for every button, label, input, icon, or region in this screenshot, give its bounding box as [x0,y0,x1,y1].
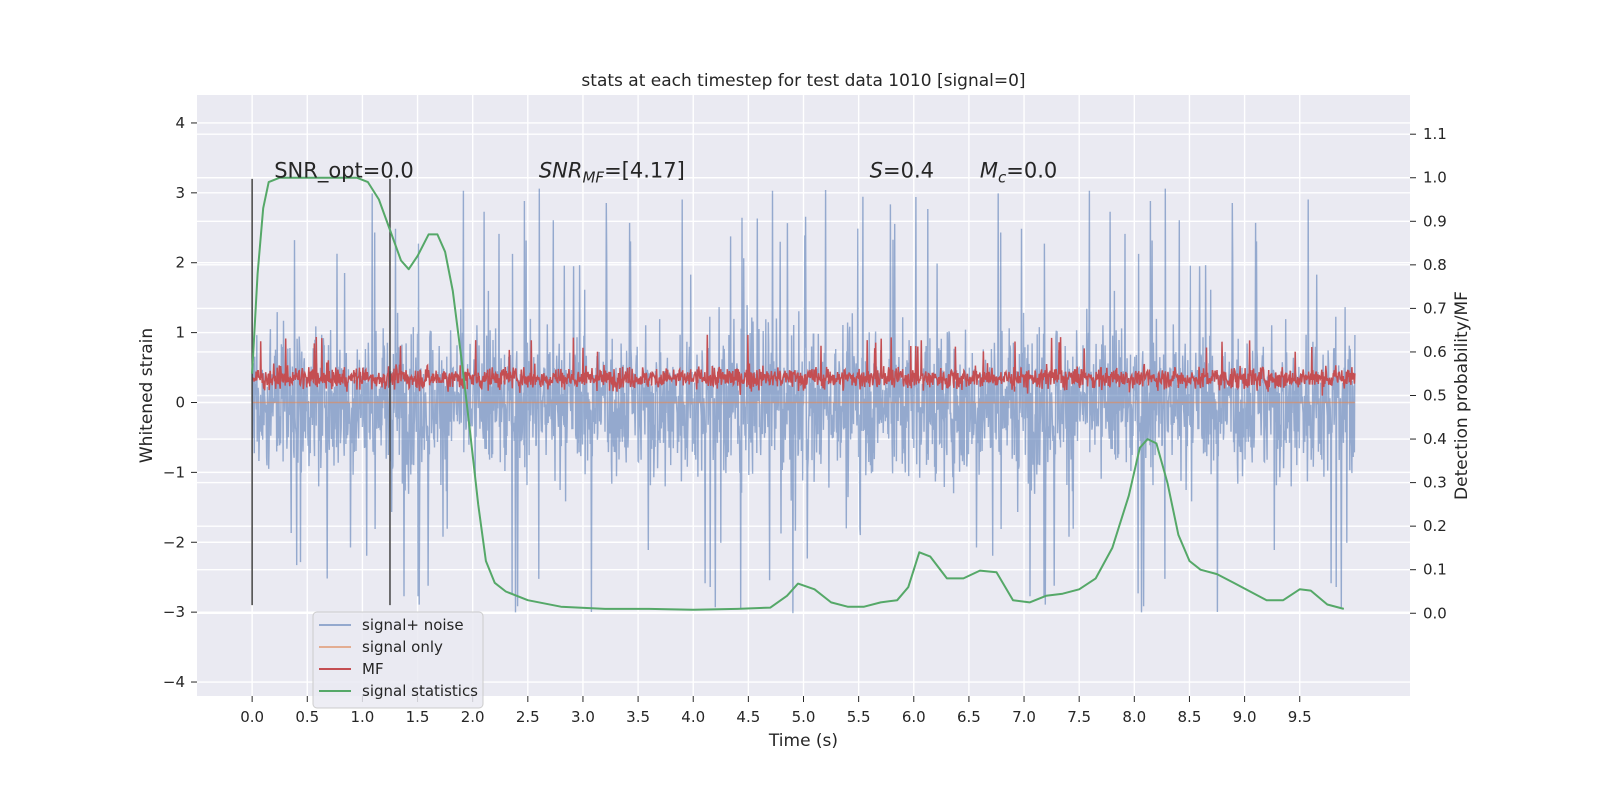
legend-box [312,611,484,709]
x-tick-label: 7.0 [1012,708,1036,726]
x-tick-label: 5.0 [792,708,816,726]
x-tick-label: 7.5 [1067,708,1091,726]
x-tick-label: 9.0 [1233,708,1257,726]
chart-title: stats at each timestep for test data 101… [581,71,1025,91]
legend-label: signal only [362,638,443,656]
x-tick-label: 4.5 [736,708,760,726]
annotation-main: S [870,159,883,183]
y-right-tick-label: 0.4 [1423,430,1447,448]
y-left-tick-label: −1 [163,463,185,481]
x-tick-label: 5.5 [847,708,871,726]
annotation-0: SNR_opt=0.0 [274,159,414,184]
x-tick-label: 8.5 [1178,708,1202,726]
series-mf-line [251,334,1356,396]
y-right-tick-label: 0.5 [1423,387,1447,405]
x-axis-label: Time (s) [768,731,838,751]
x-tick-label: 4.0 [681,708,705,726]
legend-label: signal statistics [362,682,478,700]
y-left-tick-label: −3 [163,603,185,621]
x-tick-label: 6.0 [902,708,926,726]
y-right-tick-label: 0.7 [1423,299,1447,317]
annotation-subscript: c [998,169,1007,187]
y-left-tick-label: 4 [175,114,185,132]
y-right-axis-label: Detection probability/MF [1452,291,1472,500]
x-tick-label: 3.5 [626,708,650,726]
x-tick-label: 6.5 [957,708,981,726]
y-right-tick-label: 0.0 [1423,604,1447,622]
series-signal-noise-line [251,188,1356,614]
legend-label: MF [362,660,384,678]
x-tick-label: 0.0 [240,708,264,726]
annotation-subscript: MF [582,169,604,187]
annotation-2: S=0.4 [870,159,934,183]
y-right-tick-label: 0.1 [1423,561,1447,579]
x-tick-label: 3.0 [571,708,595,726]
y-left-tick-label: 3 [175,184,185,202]
x-tick-label: 9.5 [1288,708,1312,726]
y-right-tick-label: 0.3 [1423,474,1447,492]
annotation-value: =0.0 [1006,159,1057,183]
y-left-tick-label: 0 [175,393,185,411]
y-right-tick-label: 1.0 [1423,169,1447,187]
annotation-value: =[4.17] [604,159,685,183]
annotation-value: =0.4 [883,159,934,183]
y-right-tick-label: 0.9 [1423,212,1447,230]
x-tick-label: 2.5 [516,708,540,726]
annotation-main: M [980,159,998,183]
annotation-main: SNR [539,159,583,183]
x-tick-label: 1.5 [406,708,430,726]
y-right-tick-label: 0.6 [1423,343,1447,361]
y-left-tick-label: −2 [163,533,185,551]
y-left-tick-label: 1 [175,324,185,342]
y-left-tick-label: −4 [163,673,185,691]
y-right-tick-label: 0.8 [1423,256,1447,274]
annotation-1: SNRMF=[4.17] [539,159,685,187]
y-right-tick-label: 1.1 [1423,125,1447,143]
annotation-3: Mc=0.0 [980,159,1057,187]
x-tick-label: 2.0 [461,708,485,726]
x-tick-label: 0.5 [295,708,319,726]
y-left-tick-label: 2 [175,254,185,272]
x-tick-label: 1.0 [350,708,374,726]
x-tick-label: 8.0 [1122,708,1146,726]
legend-label: signal+ noise [362,616,464,634]
series-signal-statistics-line [251,176,1345,611]
y-right-tick-label: 0.2 [1423,517,1447,535]
y-left-axis-label: Whitened strain [137,328,157,463]
